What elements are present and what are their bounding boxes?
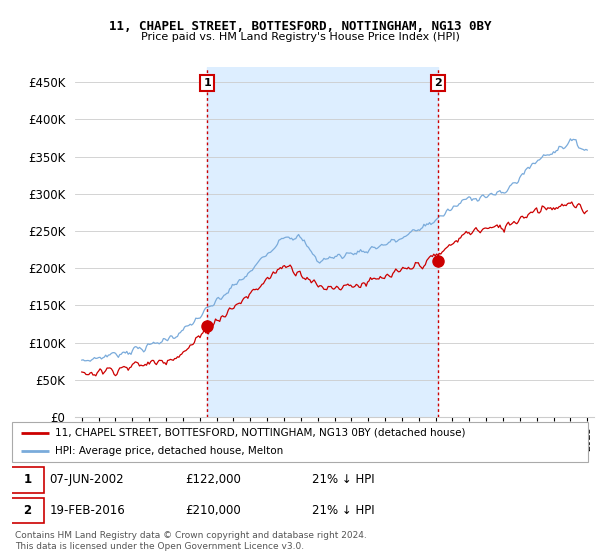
Text: 21% ↓ HPI: 21% ↓ HPI [311, 473, 374, 487]
FancyBboxPatch shape [12, 422, 588, 462]
Text: HPI: Average price, detached house, Melton: HPI: Average price, detached house, Melt… [55, 446, 283, 456]
Text: £210,000: £210,000 [185, 503, 241, 517]
FancyBboxPatch shape [11, 467, 44, 493]
Text: 1: 1 [203, 78, 211, 88]
Text: 07-JUN-2002: 07-JUN-2002 [49, 473, 124, 487]
Text: Price paid vs. HM Land Registry's House Price Index (HPI): Price paid vs. HM Land Registry's House … [140, 32, 460, 43]
Text: This data is licensed under the Open Government Licence v3.0.: This data is licensed under the Open Gov… [15, 542, 304, 550]
Text: 1: 1 [23, 473, 32, 487]
Text: Contains HM Land Registry data © Crown copyright and database right 2024.: Contains HM Land Registry data © Crown c… [15, 531, 367, 540]
FancyBboxPatch shape [11, 497, 44, 523]
Text: 11, CHAPEL STREET, BOTTESFORD, NOTTINGHAM, NG13 0BY (detached house): 11, CHAPEL STREET, BOTTESFORD, NOTTINGHA… [55, 428, 466, 437]
Text: 21% ↓ HPI: 21% ↓ HPI [311, 503, 374, 517]
Text: 2: 2 [434, 78, 442, 88]
Text: 2: 2 [23, 503, 32, 517]
Text: 11, CHAPEL STREET, BOTTESFORD, NOTTINGHAM, NG13 0BY: 11, CHAPEL STREET, BOTTESFORD, NOTTINGHA… [109, 20, 491, 32]
Text: 19-FEB-2016: 19-FEB-2016 [49, 503, 125, 517]
Text: £122,000: £122,000 [185, 473, 241, 487]
Bar [207, 67, 438, 417]
